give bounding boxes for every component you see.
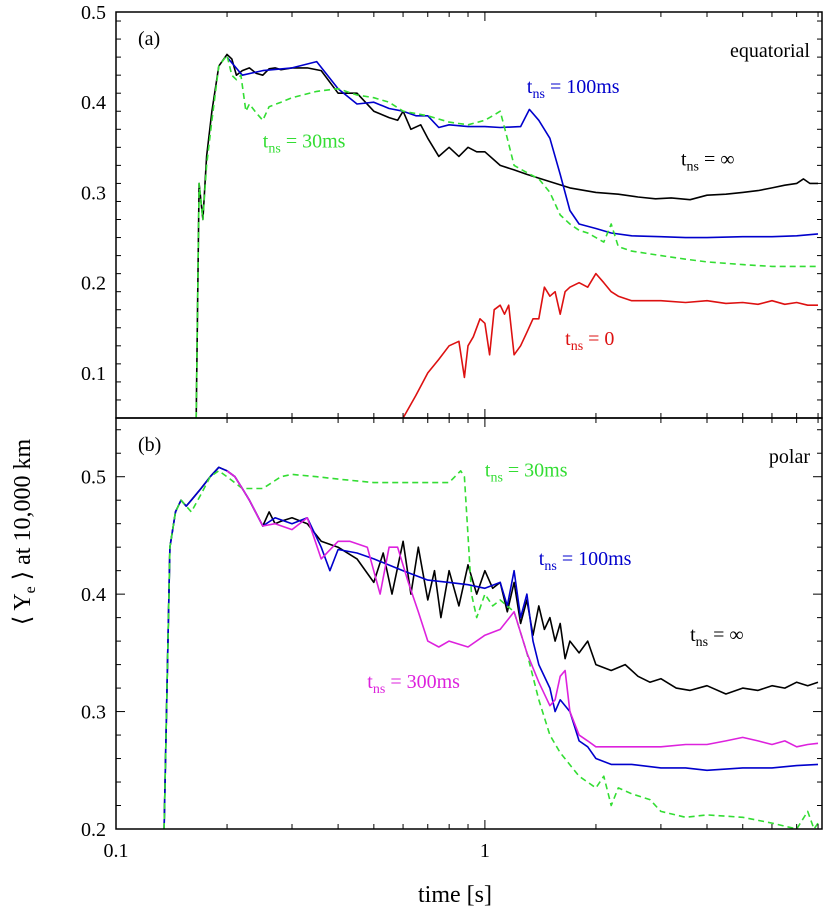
x-axis-label: time [s]: [418, 882, 492, 908]
region-label-equatorial: equatorial: [730, 40, 810, 62]
y-tick-label-equatorial: 0.1: [81, 363, 106, 385]
series-line-a-0: [402, 272, 818, 418]
y-tick-label-equatorial: 0.2: [81, 273, 106, 295]
y-tick-label-polar: 0.2: [81, 819, 106, 841]
panel-label-equatorial: (a): [138, 28, 160, 50]
annotation-sub: ns: [687, 159, 699, 174]
annotation-main: t: [539, 548, 545, 570]
annotation-a-ann-30: tns = 30ms: [263, 130, 346, 156]
annotation-a-ann-100: tns = 100ms: [527, 76, 620, 102]
annotation-rest: = ∞: [699, 148, 735, 170]
annotation-sub: ns: [696, 635, 708, 650]
x-tick-label: 1: [480, 840, 490, 862]
y-tick-label-polar: 0.3: [81, 702, 106, 724]
annotation-rest: = 100ms: [545, 76, 620, 98]
y-tick-label-equatorial: 0.3: [81, 182, 106, 204]
annotation-b-ann-100: tns = 100ms: [539, 548, 632, 574]
x-tick-label: 0.1: [104, 840, 129, 862]
y-axis-label: ⟨ Ye ⟩ at 10,000 km: [10, 439, 39, 626]
y-tick-label-polar: 0.4: [81, 584, 106, 606]
y-tick-label-equatorial: 0.5: [81, 2, 106, 24]
annotation-b-ann-inf: tns = ∞: [690, 624, 744, 650]
annotation-b-ann-30: tns = 30ms: [485, 460, 568, 486]
annotation-sub: ns: [268, 141, 280, 156]
annotation-main: t: [367, 671, 373, 693]
annotation-a-ann-inf: tns = ∞: [681, 148, 735, 174]
series-line-a-100: [226, 56, 819, 239]
region-label-polar: polar: [769, 446, 810, 468]
y-tick-label-equatorial: 0.4: [81, 92, 106, 114]
annotation-b-ann-300: tns = 300ms: [367, 671, 460, 697]
annotation-rest: = 30ms: [503, 460, 568, 482]
annotation-main: t: [527, 76, 533, 98]
y-tick-label-polar: 0.5: [81, 467, 106, 489]
annotation-rest: = 30ms: [281, 130, 346, 152]
annotation-sub: ns: [571, 339, 583, 354]
annotation-main: t: [485, 460, 491, 482]
series-line-b-inf: [163, 466, 819, 829]
annotation-main: t: [565, 328, 571, 350]
annotation-rest: = ∞: [708, 624, 744, 646]
y-axis-label-sub: e: [22, 586, 39, 593]
annotation-main: t: [681, 148, 687, 170]
series-line-a-30: [195, 54, 818, 418]
annotation-main: t: [263, 130, 269, 152]
annotation-sub: ns: [373, 682, 385, 697]
annotation-rest: = 300ms: [385, 671, 460, 693]
plot-frame-equatorial: [115, 11, 823, 419]
annotation-a-ann-0: tns = 0: [565, 328, 614, 354]
series-line-a-inf: [195, 53, 818, 418]
y-axis-label-suffix: ⟩ at 10,000 km: [10, 439, 36, 587]
annotation-rest: = 0: [583, 328, 614, 350]
annotation-main: t: [690, 624, 696, 646]
annotation-sub: ns: [532, 87, 544, 102]
annotation-rest: = 100ms: [557, 548, 632, 570]
panel-label-polar: (b): [138, 434, 161, 456]
y-axis-label-prefix: ⟨ Y: [10, 593, 36, 625]
series-line-b-100: [163, 466, 819, 829]
annotation-sub: ns: [490, 471, 502, 486]
plot-frame-polar: [115, 417, 823, 830]
series-line-b-300: [226, 470, 819, 748]
annotation-sub: ns: [544, 559, 556, 574]
series-line-b-30: [163, 470, 819, 829]
